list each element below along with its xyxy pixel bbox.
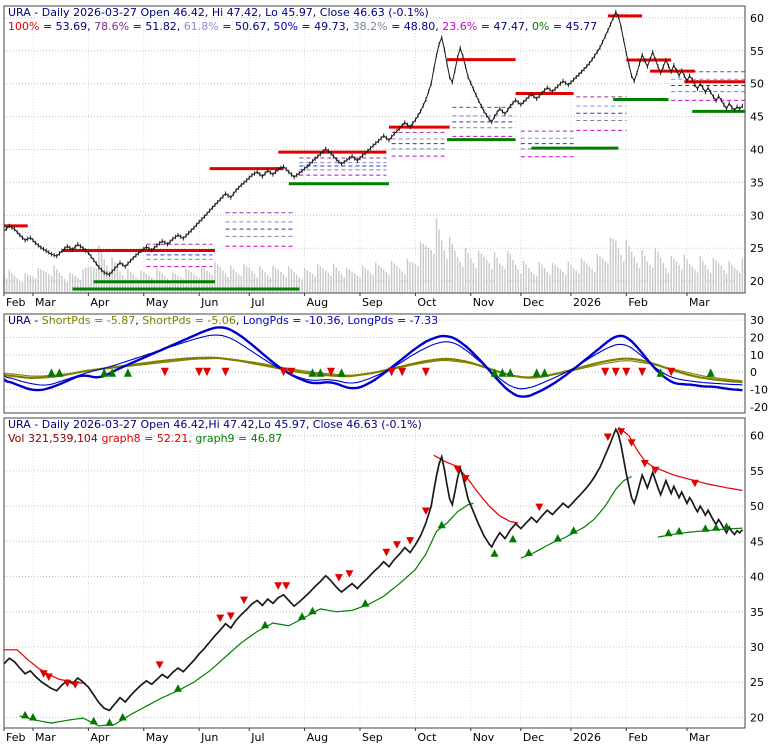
- signal-panel: 60 55 50 45 40 35 30 25 20 Feb Mar Apr May Jun Jul Aug S…: [3, 417, 777, 744]
- svg-text:Nov: Nov: [473, 296, 495, 309]
- svg-text:30: 30: [750, 209, 764, 222]
- svg-text:Feb: Feb: [628, 296, 647, 309]
- svg-text:Jun: Jun: [200, 296, 218, 309]
- svg-text:40: 40: [750, 144, 764, 157]
- plot-border: [3, 417, 746, 729]
- svg-text:May: May: [146, 296, 169, 309]
- axis-labels: 60 55 50 45 40 35 30 25 20 Feb Mar Apr May Jun Jul Aug S…: [3, 430, 764, 744]
- axis-labels: 60 55 50 45 40 35 30 25 20 Feb Mar Apr May Jun Jul Aug S…: [3, 12, 764, 309]
- svg-text:25: 25: [750, 676, 764, 689]
- axis-labels: 30 20 10 0 -10 -20: [750, 314, 768, 414]
- svg-text:25: 25: [750, 242, 764, 255]
- fib-retracement-lines: [146, 71, 745, 268]
- svg-text:Sep: Sep: [362, 731, 383, 744]
- plot-border: [3, 313, 746, 414]
- svg-text:2026: 2026: [573, 296, 601, 309]
- svg-text:40: 40: [750, 571, 764, 584]
- oscillator-panel: 30 20 10 0 -10 -20 URA - ShortPds = -5.87, Sh…: [3, 313, 777, 415]
- svg-text:55: 55: [750, 465, 764, 478]
- svg-text:Sep: Sep: [362, 296, 383, 309]
- price-series: [3, 427, 744, 712]
- svg-text:20: 20: [750, 275, 764, 288]
- gridlines: [4, 418, 745, 728]
- svg-text:20: 20: [750, 331, 764, 344]
- svg-text:Nov: Nov: [473, 731, 495, 744]
- plot-border: [3, 5, 746, 294]
- svg-text:35: 35: [750, 176, 764, 189]
- svg-text:20: 20: [750, 711, 764, 724]
- svg-text:Jul: Jul: [250, 296, 264, 309]
- svg-text:60: 60: [750, 12, 764, 25]
- svg-text:Dec: Dec: [523, 731, 544, 744]
- svg-text:10: 10: [750, 349, 764, 362]
- svg-text:Jun: Jun: [200, 731, 218, 744]
- svg-text:Mar: Mar: [35, 296, 56, 309]
- svg-text:-20: -20: [750, 401, 768, 414]
- trailing-stop-green: [19, 475, 743, 727]
- svg-text:Dec: Dec: [523, 296, 544, 309]
- trailing-stop-red: [4, 426, 743, 685]
- svg-text:35: 35: [750, 606, 764, 619]
- svg-text:0: 0: [750, 366, 757, 379]
- signal-arrows: [47, 367, 715, 377]
- price-chart-canvas[interactable]: 60 55 50 45 40 35 30 25 20 Feb Mar Apr May Jun Jul Aug S…: [3, 5, 777, 312]
- gridlines: [4, 319, 745, 408]
- svg-text:45: 45: [750, 111, 764, 124]
- signal-chart-canvas[interactable]: 60 55 50 45 40 35 30 25 20 Feb Mar Apr May Jun Jul Aug S…: [3, 417, 777, 744]
- indicator-lines: [3, 326, 743, 398]
- svg-text:45: 45: [750, 535, 764, 548]
- price-series: [3, 9, 743, 277]
- svg-text:50: 50: [750, 78, 764, 91]
- svg-text:Feb: Feb: [6, 731, 25, 744]
- svg-text:Jul: Jul: [250, 731, 264, 744]
- svg-text:May: May: [146, 731, 169, 744]
- support-levels: [72, 97, 745, 291]
- svg-text:50: 50: [750, 500, 764, 513]
- svg-text:Feb: Feb: [628, 731, 647, 744]
- svg-text:Mar: Mar: [689, 731, 710, 744]
- resistance-levels: [4, 14, 745, 253]
- price-panel: 60 55 50 45 40 35 30 25 20 Feb Mar Apr May Jun Jul Aug S…: [3, 5, 777, 312]
- svg-text:Aug: Aug: [307, 731, 328, 744]
- svg-text:30: 30: [750, 314, 764, 327]
- svg-text:Aug: Aug: [307, 296, 328, 309]
- svg-text:Feb: Feb: [6, 296, 25, 309]
- svg-text:55: 55: [750, 45, 764, 58]
- svg-text:60: 60: [750, 430, 764, 443]
- svg-text:2026: 2026: [573, 731, 601, 744]
- svg-text:Oct: Oct: [417, 731, 437, 744]
- svg-text:-10: -10: [750, 384, 768, 397]
- svg-text:Apr: Apr: [90, 296, 110, 309]
- svg-text:Oct: Oct: [417, 296, 437, 309]
- svg-text:Apr: Apr: [90, 731, 110, 744]
- signal-arrows: [21, 428, 731, 726]
- oscillator-chart-canvas[interactable]: 30 20 10 0 -10 -20: [3, 313, 777, 415]
- svg-text:Mar: Mar: [689, 296, 710, 309]
- svg-text:Mar: Mar: [35, 731, 56, 744]
- svg-text:30: 30: [750, 641, 764, 654]
